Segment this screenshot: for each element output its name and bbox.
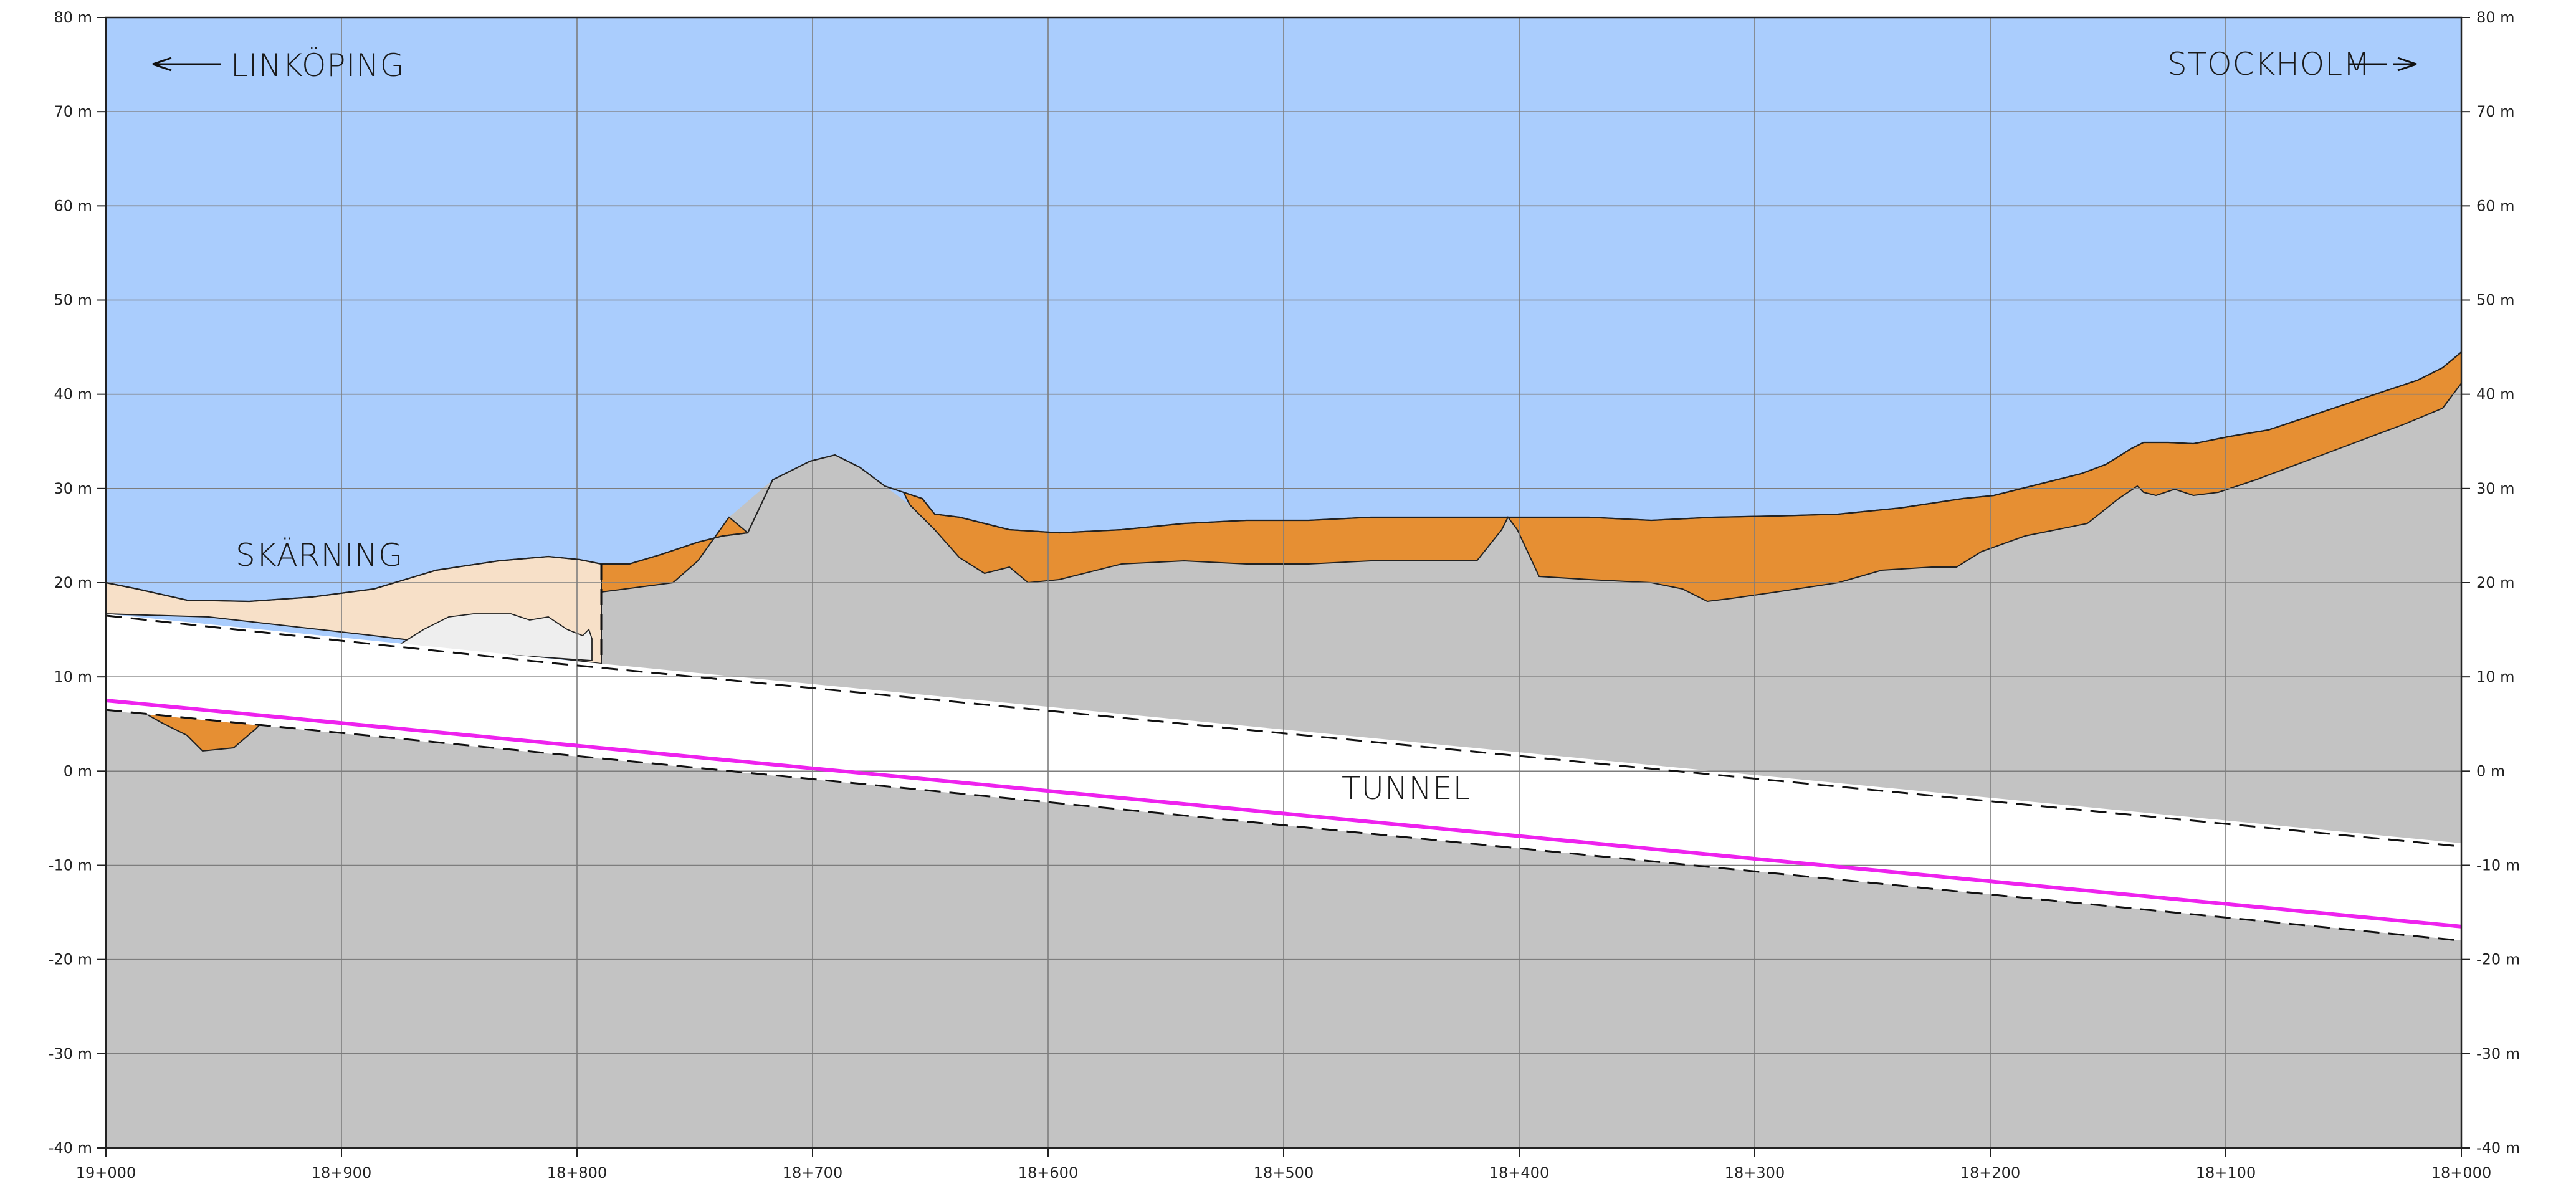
y-tick-label: 80 m — [2476, 9, 2515, 26]
y-tick-label: 60 m — [2476, 197, 2515, 214]
y-tick-label: 50 m — [54, 292, 92, 309]
y-tick-label: -40 m — [49, 1139, 92, 1157]
x-tick-label: 18+000 — [2431, 1164, 2491, 1182]
tunnel-label: TUNNEL — [1342, 770, 1471, 806]
y-tick-label: 20 m — [54, 574, 92, 591]
x-tick-label: 19+000 — [76, 1164, 136, 1182]
x-tick-label: 18+900 — [312, 1164, 371, 1182]
x-tick-label: 18+800 — [547, 1164, 607, 1182]
tunnel-top-line — [105, 614, 2462, 848]
x-tick-label: 18+600 — [1018, 1164, 1078, 1182]
tunnel-bottom-line — [105, 709, 2462, 942]
direction-right: STOCKHOLM — [2167, 46, 2417, 82]
y-tick-label: 30 m — [2476, 480, 2515, 497]
x-tick-label: 18+400 — [1489, 1164, 1549, 1182]
y-tick-label: 70 m — [54, 103, 92, 120]
arrow-right-icon — [2349, 57, 2417, 72]
y-tick-label: 40 m — [54, 386, 92, 403]
y-tick-label: -10 m — [49, 857, 92, 874]
y-tick-label: -20 m — [49, 951, 92, 968]
arrow-left-icon — [152, 57, 221, 72]
y-axis-left: 80 m 70 m 60 m 50 m 40 m 30 m 20 m 10 m 0 m -10 m… — [49, 9, 106, 1157]
y-tick-label: -20 m — [2476, 951, 2520, 968]
direction-left: LINKÖPING — [152, 47, 404, 84]
x-tick-label: 18+300 — [1725, 1164, 1785, 1182]
x-tick-label: 18+100 — [2196, 1164, 2256, 1182]
y-tick-label: -10 m — [2476, 857, 2520, 874]
x-axis: 19+000 18+900 18+800 18+700 18+600 18+500 18+4… — [76, 1148, 2491, 1182]
x-tick-label: 18+500 — [1254, 1164, 1314, 1182]
y-tick-label: -30 m — [49, 1045, 92, 1063]
y-tick-label: 10 m — [54, 668, 92, 686]
y-tick-label: -40 m — [2476, 1139, 2520, 1157]
y-tick-label: 40 m — [2476, 386, 2515, 403]
track-grade-line — [105, 699, 2462, 929]
direction-right-label: STOCKHOLM — [2167, 46, 2370, 82]
y-tick-label: -30 m — [2476, 1045, 2520, 1063]
y-tick-label: 50 m — [2476, 292, 2515, 309]
y-tick-label: 80 m — [54, 9, 92, 26]
x-tick-label: 18+700 — [783, 1164, 842, 1182]
y-tick-label: 70 m — [2476, 103, 2515, 120]
y-tick-label: 0 m — [2476, 762, 2505, 780]
y-tick-label: 0 m — [64, 762, 92, 780]
y-tick-label: 60 m — [54, 197, 92, 214]
cut-label: SKÄRNING — [236, 537, 403, 573]
y-tick-label: 20 m — [2476, 574, 2515, 591]
direction-left-label: LINKÖPING — [231, 47, 404, 84]
y-tick-label: 10 m — [2476, 668, 2515, 686]
x-tick-label: 18+200 — [1960, 1164, 2020, 1182]
ground-surface-line — [105, 351, 2462, 603]
y-tick-label: 30 m — [54, 480, 92, 497]
y-axis-right: 80 m 70 m 60 m 50 m 40 m 30 m 20 m 10 m 0 m -10 m… — [2461, 9, 2520, 1157]
